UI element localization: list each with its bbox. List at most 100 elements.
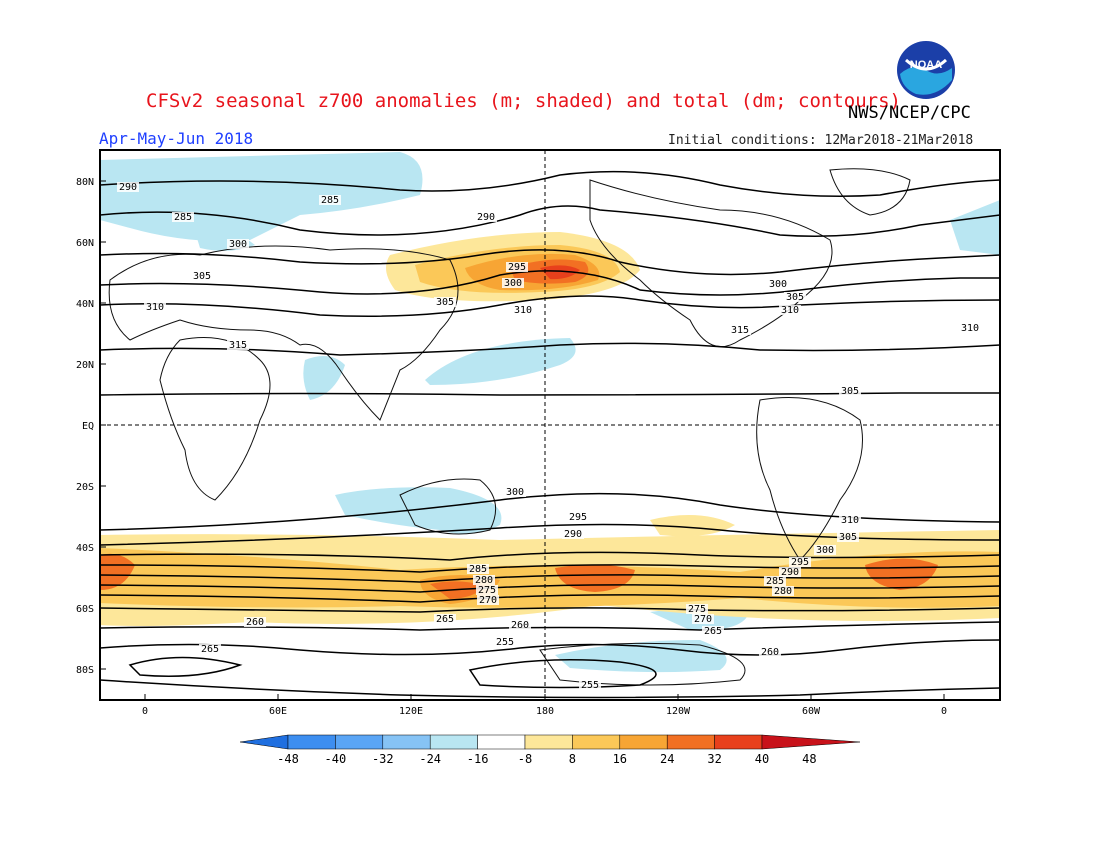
contour-label-bg (759, 647, 781, 657)
contour-label: 275 (478, 585, 496, 596)
colorbar-label: -16 (467, 752, 489, 766)
colorbar-label: -48 (277, 752, 299, 766)
contour-label: 280 (475, 575, 493, 586)
colorbar-label: -24 (419, 752, 441, 766)
colorbar-segment (335, 734, 384, 750)
contour-label: 290 (477, 212, 495, 223)
lon-tick-label: 60E (269, 706, 287, 717)
contour-label: 285 (469, 564, 487, 575)
contour-label-bg (467, 564, 489, 574)
lon-tick-label: 0 (941, 706, 947, 717)
noaa-logo: NOAA (897, 41, 955, 99)
latitude-axis: 80N 60N 40N 20N EQ 20S 40S 60S 80S (76, 177, 106, 676)
lat-tick-label: 80S (76, 665, 94, 676)
contour-labels: 2902853003053103152902852953003053103153… (117, 182, 981, 691)
lon-tick-label: 120E (399, 706, 423, 717)
contour-label-bg (506, 262, 528, 272)
lon-tick-label: 60W (802, 706, 821, 717)
contour-label-bg (509, 620, 531, 630)
colorbar-label: 16 (613, 752, 627, 766)
height-contours (100, 170, 1000, 699)
contour-label-bg (772, 586, 794, 596)
contour-label-bg (784, 292, 806, 302)
contour-label: 300 (506, 487, 524, 498)
colorbar-right-arrow (761, 734, 861, 750)
contour-label: 285 (321, 195, 339, 206)
colorbar-label: 40 (755, 752, 769, 766)
colorbar: -48 -40 -32 -24 -16 -8 8 16 24 32 40 48 (239, 734, 861, 766)
contour-label-bg (477, 595, 499, 605)
contour-label-bg (244, 617, 266, 627)
lat-tick-label: 40S (76, 543, 94, 554)
contour-label-bg (504, 487, 526, 497)
contour-label-bg (512, 305, 534, 315)
contour-label: 305 (436, 297, 454, 308)
contour-label-bg (779, 567, 801, 577)
contour-label-bg (814, 545, 836, 555)
colorbar-segment (287, 734, 336, 750)
contour-label-bg (567, 512, 589, 522)
colorbar-label: 24 (660, 752, 674, 766)
contour-label: 310 (961, 323, 979, 334)
colorbar-left-arrow (239, 734, 289, 750)
contour-label-bg (767, 279, 789, 289)
contour-label-bg (839, 386, 861, 396)
contour-label: 270 (479, 595, 497, 606)
contour-label-bg (476, 585, 498, 595)
contour-label-bg (789, 557, 811, 567)
contour-label: 305 (786, 292, 804, 303)
contour-label: 315 (731, 325, 749, 336)
lat-tick-label: EQ (82, 421, 94, 432)
lat-tick-label: 40N (76, 299, 94, 310)
contour-label: 305 (841, 386, 859, 397)
contour-label: 310 (146, 302, 164, 313)
colorbar-segment (619, 734, 668, 750)
contour-label-bg (434, 297, 456, 307)
contour-label: 265 (201, 644, 219, 655)
contour-label-bg (475, 212, 497, 222)
contour-label: 295 (569, 512, 587, 523)
colorbar-segment (572, 734, 621, 750)
contour-label-bg (473, 575, 495, 585)
contour-label: 290 (119, 182, 137, 193)
contour-label-bg (494, 637, 516, 647)
contour-label-bg (319, 195, 341, 205)
contour-label: 315 (229, 340, 247, 351)
contour-label: 280 (774, 586, 792, 597)
logo-text: NOAA (910, 59, 942, 71)
lat-tick-label: 80N (76, 177, 94, 188)
contour-label-bg (779, 305, 801, 315)
contour-label: 305 (193, 271, 211, 282)
contour-label-bg (579, 680, 601, 690)
lat-tick-label: 20N (76, 360, 94, 371)
contour-label-bg (191, 271, 213, 281)
contour-label-bg (199, 644, 221, 654)
contour-label-bg (227, 239, 249, 249)
agency-label: NWS/NCEP/CPC (848, 103, 971, 123)
colorbar-segment (714, 734, 763, 750)
contour-label: 260 (511, 620, 529, 631)
colorbar-label: 8 (569, 752, 576, 766)
colorbar-label: 48 (802, 752, 816, 766)
season-label: Apr-May-Jun 2018 (99, 129, 254, 148)
lat-tick-label: 60S (76, 604, 94, 615)
contour-label: 300 (769, 279, 787, 290)
contour-label-bg (562, 529, 584, 539)
contour-label: 265 (436, 614, 454, 625)
contour-label: 285 (766, 576, 784, 587)
lon-tick-label: 180 (536, 706, 554, 717)
contour-label-bg (839, 515, 861, 525)
contour-label: 290 (781, 567, 799, 578)
contour-label: 260 (761, 647, 779, 658)
contour-label-bg (729, 325, 751, 335)
contour-label-bg (959, 323, 981, 333)
contour-label-bg (434, 614, 456, 624)
contour-label: 260 (246, 617, 264, 628)
contour-label-bg (837, 532, 859, 542)
contour-label: 300 (504, 278, 522, 289)
colorbar-segment (382, 734, 431, 750)
initial-conditions-label: Initial conditions: 12Mar2018-21Mar2018 (668, 133, 974, 148)
lat-tick-label: 20S (76, 482, 94, 493)
lat-tick-label: 60N (76, 238, 94, 249)
contour-label-bg (144, 302, 166, 312)
